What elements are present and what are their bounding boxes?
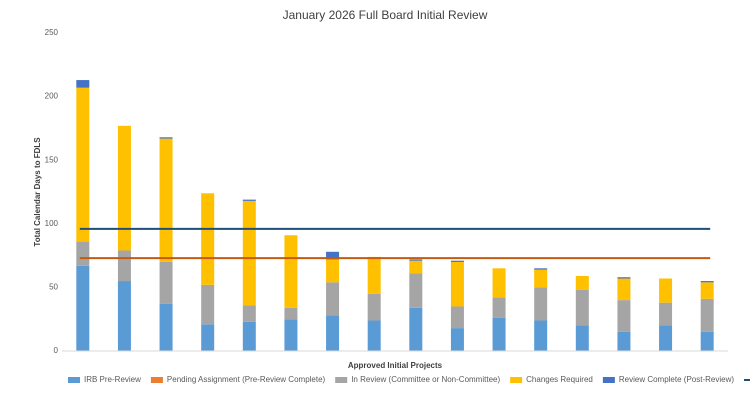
bar-segment — [700, 281, 714, 283]
legend-swatch — [150, 377, 163, 383]
bar-segment — [617, 278, 631, 301]
legend-label: Review Complete (Post-Review) — [619, 375, 734, 384]
chart-title: January 2026 Full Board Initial Review — [283, 8, 488, 22]
y-tick-label: 150 — [45, 155, 59, 164]
bar-segment — [284, 235, 298, 308]
bar-segment — [409, 307, 423, 351]
legend-label: In Review (Committee or Non-Committee) — [351, 375, 500, 384]
bar-segment — [450, 260, 464, 262]
legend-swatch — [68, 377, 80, 383]
bar-segment — [284, 307, 298, 320]
bar-segment — [159, 261, 173, 304]
bar-segment — [409, 260, 423, 274]
legend-label: IRB Pre-Review — [84, 375, 141, 384]
bar-segment — [159, 137, 173, 139]
bar-segment — [201, 324, 215, 351]
bar-segment — [450, 328, 464, 351]
bar-segment — [700, 331, 714, 351]
bar-segment — [534, 268, 548, 270]
bar-segment — [492, 268, 506, 298]
bar-segment — [409, 259, 423, 261]
bar-segment — [534, 287, 548, 321]
bar-segment — [450, 261, 464, 307]
bar-segment — [159, 138, 173, 262]
legend-swatch — [335, 377, 348, 383]
bar-segment — [76, 87, 90, 242]
legend-label: Changes Required — [526, 375, 593, 384]
bar-segment — [117, 125, 131, 251]
bar-segment — [326, 282, 340, 316]
y-tick-label: 100 — [45, 219, 59, 228]
bar-segment — [617, 331, 631, 351]
bar-segment — [617, 300, 631, 332]
bar-segment — [492, 297, 506, 318]
bar-segment — [575, 325, 589, 351]
bar-segment — [117, 281, 131, 351]
y-axis-title: Total Calendar Days to FDLS — [33, 137, 42, 247]
bar-segment — [659, 278, 673, 303]
bar-segment — [159, 303, 173, 351]
bar-segment — [284, 319, 298, 351]
bar-segment — [326, 251, 340, 260]
bar-segment — [367, 256, 381, 294]
x-axis-title: Approved Initial Projects — [348, 361, 443, 370]
bar-segment — [617, 277, 631, 279]
bar-segment — [242, 305, 256, 322]
y-tick-label: 50 — [49, 283, 58, 292]
bar-segment — [492, 317, 506, 351]
bar-segment — [76, 80, 90, 88]
bar-segment — [76, 265, 90, 351]
legend-label: Pending Assignment (Pre-Review Complete) — [167, 375, 326, 384]
bar-segment — [659, 325, 673, 351]
bar-segment — [700, 282, 714, 299]
bar-segment — [575, 289, 589, 326]
bar-segment — [326, 259, 340, 283]
bar-segment — [534, 320, 548, 351]
bar-segment — [117, 250, 131, 282]
legend-swatch — [602, 377, 615, 383]
bar-segment — [242, 199, 256, 201]
bar-segment — [367, 320, 381, 351]
legend-swatch — [510, 377, 523, 383]
bar-segment — [450, 306, 464, 329]
y-tick-label: 0 — [54, 346, 59, 355]
bar-segment — [242, 321, 256, 351]
bar-segment — [242, 200, 256, 306]
bar-segment — [700, 298, 714, 332]
y-tick-label: 200 — [45, 92, 59, 101]
bar-segment — [659, 302, 673, 326]
bar-segment — [534, 269, 548, 288]
bar-segment — [326, 315, 340, 351]
bar-segment — [201, 193, 215, 285]
bar-segment — [76, 241, 90, 266]
bar-segment — [409, 273, 423, 308]
bar-segment — [367, 293, 381, 321]
bar-segment — [201, 284, 215, 325]
y-tick-label: 250 — [45, 28, 59, 37]
bar-segment — [575, 275, 589, 290]
